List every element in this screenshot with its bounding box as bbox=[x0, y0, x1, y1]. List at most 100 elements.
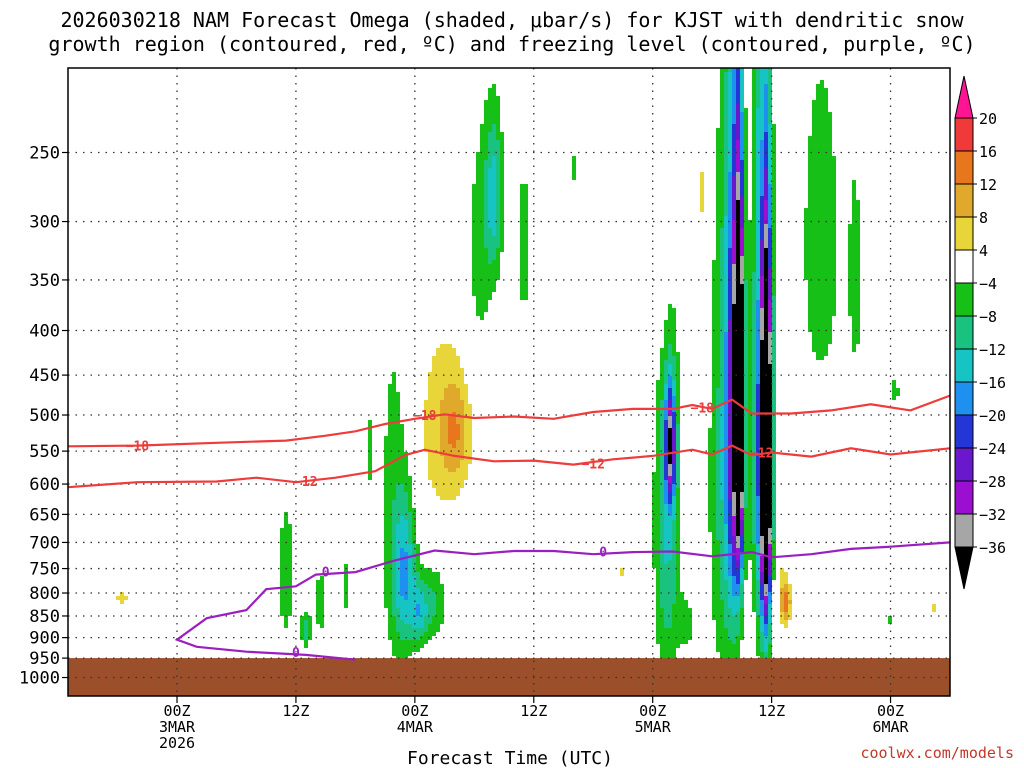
omega-cell bbox=[816, 180, 820, 184]
omega-cell bbox=[760, 396, 764, 400]
omega-cell bbox=[760, 528, 764, 532]
omega-cell bbox=[808, 220, 812, 224]
omega-cell bbox=[476, 240, 480, 244]
omega-cell bbox=[752, 72, 756, 76]
omega-cell bbox=[676, 436, 680, 440]
omega-cell bbox=[676, 516, 680, 520]
omega-cell bbox=[732, 396, 736, 400]
omega-cell bbox=[772, 424, 776, 428]
omega-cell bbox=[760, 480, 764, 484]
omega-cell bbox=[856, 204, 860, 208]
omega-cell bbox=[668, 456, 672, 460]
omega-cell bbox=[736, 604, 740, 608]
omega-cell bbox=[316, 620, 320, 624]
omega-cell bbox=[724, 480, 728, 484]
omega-cell bbox=[752, 248, 756, 252]
omega-cell bbox=[736, 448, 740, 452]
omega-cell bbox=[480, 232, 484, 236]
omega-cell bbox=[720, 472, 724, 476]
omega-cell bbox=[728, 324, 732, 328]
omega-cell bbox=[760, 192, 764, 196]
omega-cell bbox=[496, 268, 500, 272]
omega-cell bbox=[764, 244, 768, 248]
omega-cell bbox=[424, 592, 428, 596]
omega-cell bbox=[672, 552, 676, 556]
omega-cell bbox=[740, 388, 744, 392]
omega-cell bbox=[748, 272, 752, 276]
omega-cell bbox=[760, 144, 764, 148]
omega-cell bbox=[492, 272, 496, 276]
omega-cell bbox=[520, 208, 524, 212]
omega-cell bbox=[716, 336, 720, 340]
omega-cell bbox=[480, 216, 484, 220]
omega-cell bbox=[496, 240, 500, 244]
omega-cell bbox=[724, 636, 728, 640]
omega-cell bbox=[496, 236, 500, 240]
omega-cell bbox=[732, 468, 736, 472]
omega-cell bbox=[720, 632, 724, 636]
omega-cell bbox=[660, 348, 664, 352]
omega-cell bbox=[812, 272, 816, 276]
omega-cell bbox=[656, 500, 660, 504]
omega-cell bbox=[448, 344, 452, 348]
omega-cell bbox=[716, 408, 720, 412]
omega-cell bbox=[756, 324, 760, 328]
omega-cell bbox=[672, 468, 676, 472]
omega-cell bbox=[748, 364, 752, 368]
omega-cell bbox=[440, 584, 444, 588]
omega-cell bbox=[444, 380, 448, 384]
omega-cell bbox=[424, 584, 428, 588]
omega-cell bbox=[724, 524, 728, 528]
omega-cell bbox=[384, 436, 388, 440]
omega-cell bbox=[720, 528, 724, 532]
omega-cell bbox=[804, 248, 808, 252]
omega-cell bbox=[428, 632, 432, 636]
omega-cell bbox=[824, 260, 828, 264]
omega-cell bbox=[724, 396, 728, 400]
omega-cell bbox=[756, 116, 760, 120]
omega-cell bbox=[768, 364, 772, 368]
omega-cell bbox=[404, 616, 408, 620]
omega-cell bbox=[772, 364, 776, 368]
omega-cell bbox=[652, 484, 656, 488]
omega-cell bbox=[744, 156, 748, 160]
omega-cell bbox=[436, 592, 440, 596]
omega-cell bbox=[772, 176, 776, 180]
omega-cell bbox=[396, 444, 400, 448]
omega-cell bbox=[716, 564, 720, 568]
omega-cell bbox=[808, 260, 812, 264]
omega-cell bbox=[668, 644, 672, 648]
omega-cell bbox=[752, 540, 756, 544]
omega-cell bbox=[720, 580, 724, 584]
omega-cell bbox=[728, 340, 732, 344]
omega-cell bbox=[720, 392, 724, 396]
omega-cell bbox=[472, 208, 476, 212]
omega-cell bbox=[388, 528, 392, 532]
omega-cell bbox=[672, 376, 676, 380]
omega-cell bbox=[736, 364, 740, 368]
omega-cell bbox=[784, 592, 788, 596]
omega-cell bbox=[832, 284, 836, 288]
omega-cell bbox=[736, 496, 740, 500]
omega-cell bbox=[764, 168, 768, 172]
omega-cell bbox=[736, 560, 740, 564]
omega-cell bbox=[280, 592, 284, 596]
omega-cell bbox=[720, 92, 724, 96]
omega-cell bbox=[656, 472, 660, 476]
omega-cell bbox=[736, 204, 740, 208]
omega-cell bbox=[656, 632, 660, 636]
omega-cell bbox=[436, 352, 440, 356]
omega-cell bbox=[772, 456, 776, 460]
omega-cell bbox=[852, 204, 856, 208]
omega-cell bbox=[752, 436, 756, 440]
omega-cell bbox=[768, 640, 772, 644]
omega-cell bbox=[664, 564, 668, 568]
omega-cell bbox=[772, 244, 776, 248]
omega-cell bbox=[716, 292, 720, 296]
omega-cell bbox=[756, 468, 760, 472]
omega-cell bbox=[452, 392, 456, 396]
omega-cell bbox=[440, 604, 444, 608]
omega-cell bbox=[764, 176, 768, 180]
omega-cell bbox=[716, 288, 720, 292]
omega-cell bbox=[488, 264, 492, 268]
